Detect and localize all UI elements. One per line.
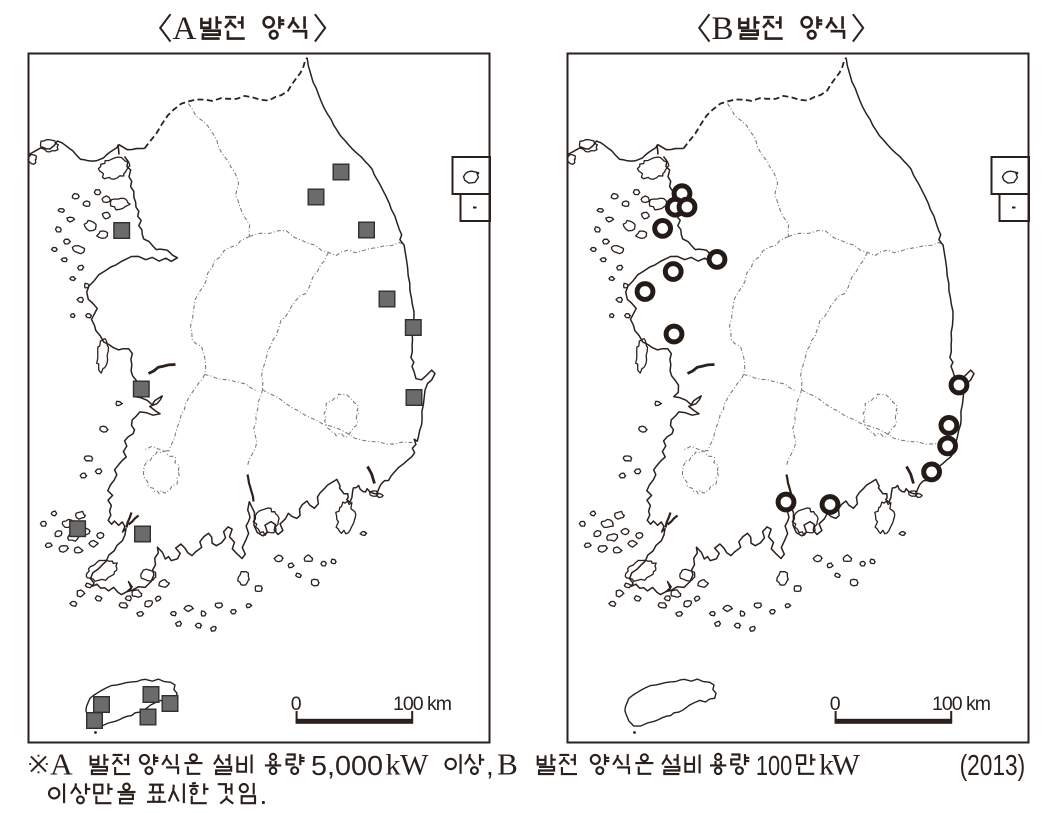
svg-text:100: 100 — [756, 750, 792, 781]
svg-text:,: , — [486, 750, 494, 781]
svg-text:.: . — [260, 779, 268, 810]
svg-text:kW: kW — [819, 749, 861, 782]
svg-text:A: A — [50, 747, 73, 782]
svg-text:A: A — [173, 11, 197, 47]
svg-text:kW: kW — [386, 749, 430, 782]
svg-text:B: B — [712, 11, 734, 47]
svg-text:5,000: 5,000 — [311, 750, 383, 781]
svg-text:(2013): (2013) — [960, 750, 1026, 782]
svg-text:B: B — [497, 747, 518, 782]
